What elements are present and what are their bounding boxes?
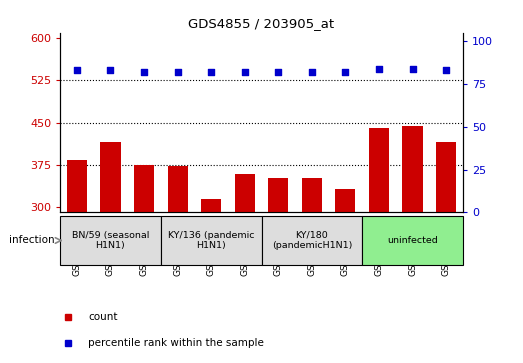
Bar — [235, 174, 255, 212]
Title: GDS4855 / 203905_at: GDS4855 / 203905_at — [188, 17, 335, 30]
Bar — [362, 216, 463, 265]
Bar — [403, 126, 423, 212]
Bar — [60, 216, 161, 265]
Text: count: count — [88, 312, 118, 322]
Point — [408, 66, 417, 72]
Bar — [161, 216, 262, 265]
Bar — [67, 160, 87, 212]
Text: KY/136 (pandemic
H1N1): KY/136 (pandemic H1N1) — [168, 231, 254, 250]
Point — [140, 69, 148, 75]
Point — [442, 68, 450, 73]
Bar — [335, 189, 356, 212]
Text: KY/180
(pandemicH1N1): KY/180 (pandemicH1N1) — [271, 231, 352, 250]
Bar — [302, 178, 322, 212]
Text: uninfected: uninfected — [387, 236, 438, 245]
Bar — [167, 166, 188, 212]
Point — [241, 69, 249, 75]
Text: percentile rank within the sample: percentile rank within the sample — [88, 338, 264, 348]
Bar — [268, 178, 288, 212]
Point — [174, 69, 182, 75]
Point — [207, 69, 215, 75]
Point — [341, 69, 349, 75]
Text: infection: infection — [9, 236, 55, 245]
Bar — [100, 142, 120, 212]
Point — [308, 69, 316, 75]
Point — [375, 66, 383, 72]
Bar — [262, 216, 362, 265]
Bar — [436, 142, 456, 212]
Bar — [369, 128, 389, 212]
Point — [73, 68, 81, 73]
Text: BN/59 (seasonal
H1N1): BN/59 (seasonal H1N1) — [72, 231, 149, 250]
Bar — [201, 199, 221, 212]
Point — [106, 68, 115, 73]
Bar — [134, 165, 154, 212]
Point — [274, 69, 282, 75]
